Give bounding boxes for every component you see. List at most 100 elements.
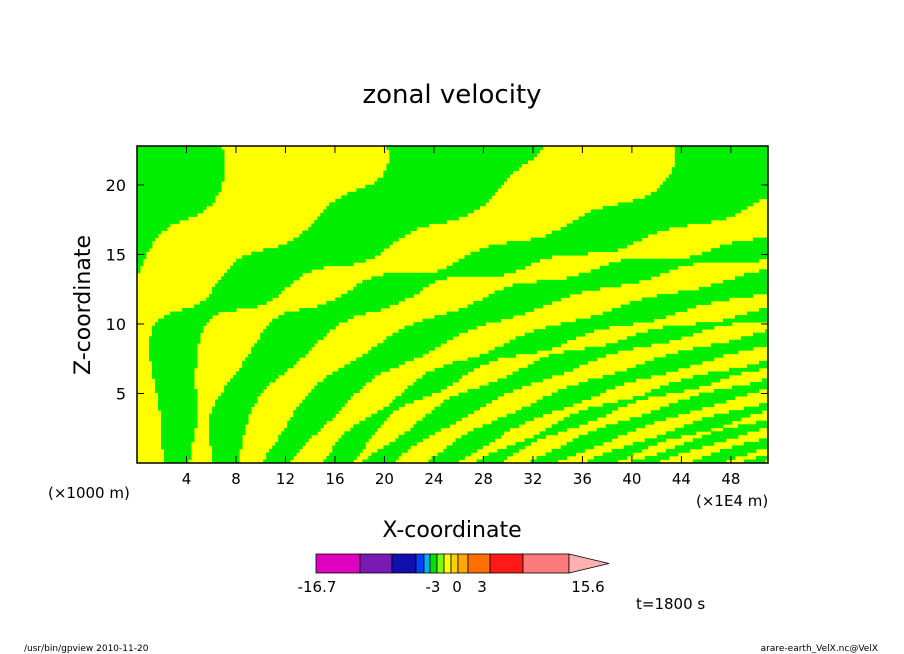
negative-velocity-region	[536, 279, 640, 284]
negative-velocity-region	[386, 163, 523, 168]
negative-velocity-region	[710, 248, 769, 253]
negative-velocity-region	[701, 251, 769, 256]
negative-velocity-region	[560, 227, 670, 231]
negative-velocity-region	[692, 346, 754, 351]
colorbar-segment	[436, 553, 445, 574]
negative-velocity-region	[158, 399, 198, 404]
negative-velocity-region	[260, 336, 324, 341]
plot-frame	[136, 145, 769, 464]
negative-velocity-region	[365, 417, 387, 422]
negative-velocity-region	[263, 459, 291, 464]
negative-velocity-region	[401, 392, 432, 397]
negative-velocity-region	[674, 445, 703, 450]
negative-velocity-region	[512, 371, 565, 376]
negative-velocity-region	[590, 209, 742, 214]
negative-velocity-region	[299, 403, 345, 408]
negative-velocity-region	[215, 283, 291, 288]
negative-velocity-region	[692, 420, 733, 425]
negative-velocity-region	[386, 336, 453, 341]
negative-velocity-region	[506, 445, 526, 450]
negative-velocity-region	[398, 329, 468, 334]
negative-velocity-region	[371, 452, 402, 457]
y-axis: 5 10 15 20	[106, 176, 768, 403]
negative-velocity-region	[227, 381, 270, 386]
negative-velocity-region	[266, 325, 336, 330]
negative-velocity-region	[350, 427, 378, 432]
negative-velocity-region	[164, 455, 192, 460]
negative-velocity-region	[590, 315, 667, 319]
negative-velocity-region	[164, 315, 213, 319]
colorbar-segment	[467, 553, 491, 574]
negative-velocity-region	[218, 396, 258, 400]
negative-velocity-region	[389, 160, 529, 165]
negative-velocity-region	[311, 389, 360, 393]
negative-velocity-region	[692, 374, 730, 379]
negative-velocity-region	[506, 374, 553, 379]
negative-velocity-region	[389, 156, 535, 161]
negative-velocity-region	[515, 410, 553, 415]
negative-velocity-region	[470, 251, 589, 256]
negative-velocity-region	[437, 269, 516, 274]
negative-velocity-region	[698, 392, 748, 397]
negative-velocity-region	[137, 248, 150, 253]
negative-velocity-region	[371, 276, 447, 281]
negative-velocity-region	[740, 336, 769, 341]
negative-velocity-region	[644, 455, 670, 460]
negative-velocity-region	[632, 441, 658, 446]
negative-velocity-region	[209, 431, 246, 436]
negative-velocity-region	[155, 322, 207, 327]
negative-velocity-region	[416, 378, 459, 383]
x-axis: 4 8 12 16 20 24 28 32 36 40 44 48	[182, 146, 740, 488]
negative-velocity-region	[614, 371, 667, 376]
negative-velocity-region	[551, 392, 601, 397]
negative-velocity-region	[713, 389, 760, 393]
negative-velocity-region	[497, 448, 519, 453]
negative-velocity-region	[212, 455, 240, 460]
negative-velocity-region	[701, 455, 736, 460]
negative-velocity-region	[221, 276, 300, 281]
negative-velocity-region	[701, 417, 742, 422]
negative-velocity-region	[353, 424, 381, 429]
negative-velocity-region	[677, 350, 739, 355]
negative-velocity-region	[461, 434, 501, 439]
negative-velocity-region	[707, 371, 742, 376]
negative-velocity-region	[734, 276, 769, 281]
negative-velocity-region	[221, 392, 261, 397]
negative-velocity-region	[428, 459, 459, 464]
negative-velocity-region	[224, 385, 267, 390]
negative-velocity-region	[599, 265, 679, 270]
negative-velocity-region	[566, 441, 604, 446]
x-tick-label: 36	[573, 470, 592, 488]
negative-velocity-region	[149, 343, 198, 348]
negative-velocity-region	[692, 459, 727, 464]
negative-velocity-region	[749, 381, 769, 386]
negative-velocity-region	[425, 371, 468, 376]
negative-velocity-region	[230, 265, 324, 270]
negative-velocity-region	[407, 385, 447, 390]
negative-velocity-region	[710, 452, 748, 457]
negative-velocity-region	[728, 410, 763, 415]
negative-velocity-region	[467, 389, 513, 393]
y-tick-label: 10	[106, 315, 126, 334]
negative-velocity-region	[137, 244, 153, 249]
colorbar-segment	[457, 553, 469, 574]
negative-velocity-region	[266, 455, 294, 460]
negative-velocity-region	[158, 318, 210, 323]
x-tick-label: 16	[325, 470, 344, 488]
y-tick-label: 20	[106, 176, 126, 195]
negative-velocity-region	[356, 188, 498, 193]
negative-velocity-region	[413, 322, 486, 327]
negative-velocity-region	[665, 431, 697, 436]
negative-velocity-region	[452, 360, 489, 365]
negative-velocity-region	[701, 434, 739, 439]
negative-velocity-region	[209, 417, 249, 422]
negative-velocity-region	[260, 332, 327, 337]
negative-velocity-region	[542, 396, 592, 400]
negative-velocity-region	[734, 315, 769, 319]
y-tick-label: 5	[116, 384, 126, 403]
negative-velocity-region	[137, 251, 147, 256]
negative-velocity-region	[137, 149, 225, 154]
negative-velocity-region	[596, 427, 637, 432]
negative-velocity-region	[587, 459, 619, 464]
